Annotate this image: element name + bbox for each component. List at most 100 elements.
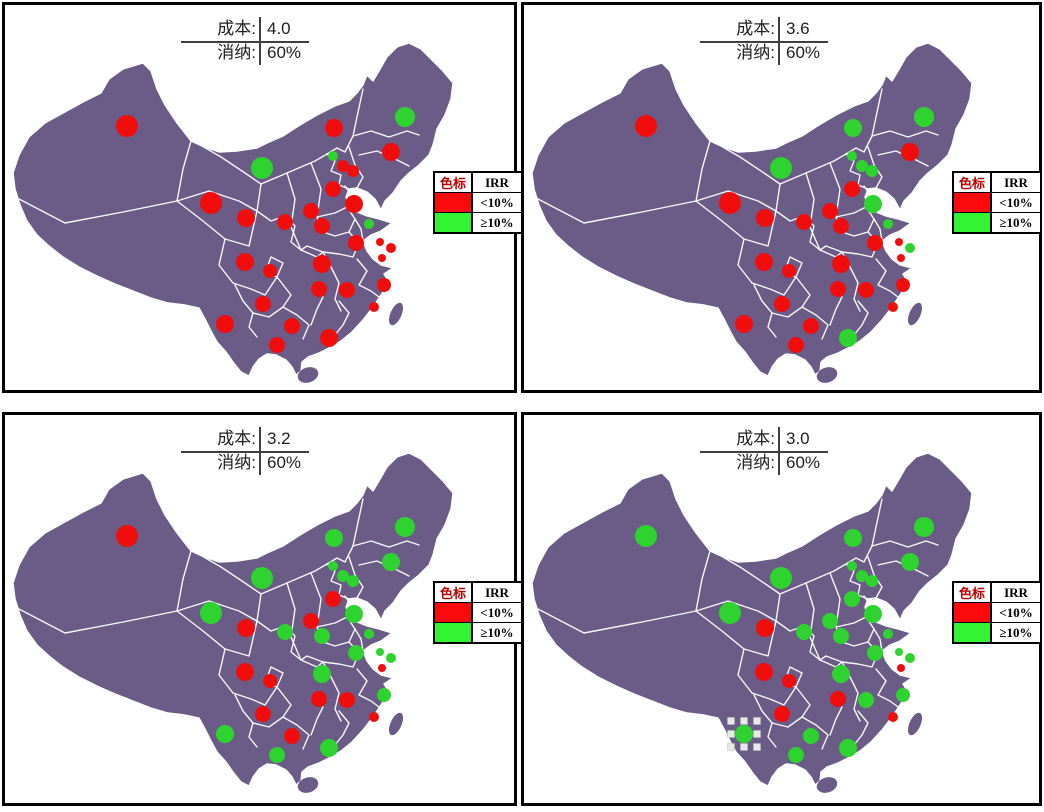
province-dot-z-red[interactable] xyxy=(255,296,271,312)
province-dot-u-red[interactable] xyxy=(782,264,796,278)
province-dot-p-green[interactable] xyxy=(883,219,893,229)
province-dot-n-green[interactable] xyxy=(833,628,849,644)
province-dot-s2-red[interactable] xyxy=(897,254,905,262)
province-dot-c-green[interactable] xyxy=(914,107,934,127)
province-dot-z-red[interactable] xyxy=(255,706,271,722)
province-dot-s-green[interactable] xyxy=(386,653,396,663)
province-dot-j-green[interactable] xyxy=(200,602,222,624)
selection-handle[interactable] xyxy=(727,743,735,751)
province-dot-c-green[interactable] xyxy=(395,107,415,127)
province-dot-q-green[interactable] xyxy=(867,645,883,661)
province-dot-a-green[interactable] xyxy=(635,525,657,547)
province-dot-f-green[interactable] xyxy=(337,570,349,582)
province-dot-k-red[interactable] xyxy=(237,209,255,227)
province-dot-cc-red[interactable] xyxy=(803,318,819,334)
province-dot-a-red[interactable] xyxy=(116,115,138,137)
province-dot-r-red[interactable] xyxy=(895,238,903,246)
province-dot-x-green[interactable] xyxy=(377,688,391,702)
province-dot-d-green[interactable] xyxy=(382,553,400,571)
province-dot-ee-green[interactable] xyxy=(839,739,857,757)
province-dot-m-green[interactable] xyxy=(822,613,838,629)
province-dot-e-green[interactable] xyxy=(847,561,857,571)
province-dot-v-red[interactable] xyxy=(313,255,331,273)
selection-handle[interactable] xyxy=(727,730,735,738)
province-dot-k-red[interactable] xyxy=(756,619,774,637)
province-dot-l-green[interactable] xyxy=(277,624,293,640)
province-dot-v-green[interactable] xyxy=(313,665,331,683)
province-dot-dd-green[interactable] xyxy=(788,747,804,763)
province-dot-o-red[interactable] xyxy=(345,195,363,213)
province-dot-i-red[interactable] xyxy=(325,591,341,607)
province-dot-w-green[interactable] xyxy=(858,692,874,708)
selection-handle[interactable] xyxy=(727,717,735,725)
province-dot-e-green[interactable] xyxy=(328,151,338,161)
province-dot-c-green[interactable] xyxy=(395,517,415,537)
selection-handle[interactable] xyxy=(753,717,761,725)
province-dot-q-red[interactable] xyxy=(348,235,364,251)
province-dot-bb-green[interactable] xyxy=(216,725,234,743)
province-dot-t-red[interactable] xyxy=(755,663,773,681)
province-dot-a-red[interactable] xyxy=(635,115,657,137)
province-dot-y-red[interactable] xyxy=(311,691,327,707)
province-dot-aa-red[interactable] xyxy=(369,302,379,312)
province-dot-g-red[interactable] xyxy=(347,165,359,177)
province-dot-y-red[interactable] xyxy=(830,281,846,297)
province-dot-f-green[interactable] xyxy=(856,160,868,172)
province-dot-o-green[interactable] xyxy=(864,195,882,213)
province-dot-u-red[interactable] xyxy=(782,674,796,688)
selection-handle[interactable] xyxy=(740,717,748,725)
province-dot-x-red[interactable] xyxy=(896,278,910,292)
province-dot-f-green[interactable] xyxy=(856,570,868,582)
province-dot-w-red[interactable] xyxy=(858,282,874,298)
province-dot-m-red[interactable] xyxy=(822,203,838,219)
province-dot-s-green[interactable] xyxy=(905,243,915,253)
province-dot-t-red[interactable] xyxy=(236,253,254,271)
province-dot-f-red[interactable] xyxy=(337,160,349,172)
province-dot-b-green[interactable] xyxy=(844,529,862,547)
province-dot-b-green[interactable] xyxy=(325,529,343,547)
province-dot-dd-green[interactable] xyxy=(269,747,285,763)
province-dot-aa-red[interactable] xyxy=(369,712,379,722)
province-dot-h-green[interactable] xyxy=(770,157,792,179)
province-dot-h-green[interactable] xyxy=(251,567,273,589)
province-dot-c-green[interactable] xyxy=(914,517,934,537)
province-dot-r-green[interactable] xyxy=(895,648,903,656)
province-dot-e-green[interactable] xyxy=(328,561,338,571)
province-dot-s-green[interactable] xyxy=(905,653,915,663)
province-dot-j-red[interactable] xyxy=(719,192,741,214)
province-dot-cc-red[interactable] xyxy=(284,318,300,334)
province-dot-t-red[interactable] xyxy=(755,253,773,271)
province-dot-ee-red[interactable] xyxy=(320,329,338,347)
province-dot-bb-red[interactable] xyxy=(216,315,234,333)
province-dot-r-red[interactable] xyxy=(376,238,384,246)
province-dot-i-green[interactable] xyxy=(844,591,860,607)
province-dot-e-green[interactable] xyxy=(847,151,857,161)
province-dot-t-red[interactable] xyxy=(236,663,254,681)
province-dot-s2-red[interactable] xyxy=(378,254,386,262)
province-dot-s2-red[interactable] xyxy=(897,664,905,672)
province-dot-y-red[interactable] xyxy=(311,281,327,297)
province-dot-ee-green[interactable] xyxy=(320,739,338,757)
province-dot-u-red[interactable] xyxy=(263,674,277,688)
province-dot-p-green[interactable] xyxy=(364,219,374,229)
province-dot-i-red[interactable] xyxy=(325,181,341,197)
province-dot-o-green[interactable] xyxy=(345,605,363,623)
province-dot-x-green[interactable] xyxy=(896,688,910,702)
province-dot-dd-red[interactable] xyxy=(788,337,804,353)
province-dot-b-red[interactable] xyxy=(325,119,343,137)
province-dot-m-red[interactable] xyxy=(303,203,319,219)
province-dot-n-green[interactable] xyxy=(314,628,330,644)
province-dot-w-red[interactable] xyxy=(339,692,355,708)
province-dot-dd-red[interactable] xyxy=(269,337,285,353)
province-dot-z-red[interactable] xyxy=(774,296,790,312)
province-dot-k-red[interactable] xyxy=(237,619,255,637)
province-dot-s-red[interactable] xyxy=(386,243,396,253)
province-dot-p-green[interactable] xyxy=(364,629,374,639)
province-dot-s2-red[interactable] xyxy=(378,664,386,672)
province-dot-aa-red[interactable] xyxy=(888,302,898,312)
province-dot-bb-red[interactable] xyxy=(735,315,753,333)
province-dot-b-green[interactable] xyxy=(844,119,862,137)
province-dot-i-red[interactable] xyxy=(844,181,860,197)
province-dot-m-red[interactable] xyxy=(303,613,319,629)
province-dot-v-green[interactable] xyxy=(832,665,850,683)
